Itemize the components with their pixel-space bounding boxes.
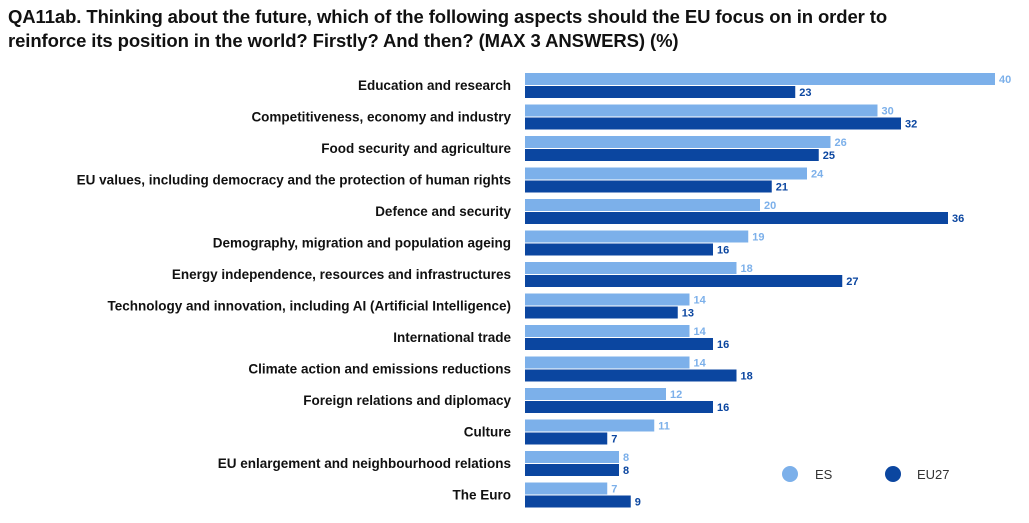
- bar-eu27: [525, 180, 772, 193]
- category-label: The Euro: [452, 488, 511, 503]
- bar-es: [525, 325, 690, 337]
- category-label: Technology and innovation, including AI …: [107, 299, 511, 314]
- category-label: Energy independence, resources and infra…: [172, 267, 511, 282]
- bar-eu27: [525, 338, 713, 350]
- category-label: EU values, including democracy and the p…: [77, 173, 511, 188]
- bar-es: [525, 136, 831, 148]
- value-label-eu27: 16: [717, 339, 729, 351]
- value-label-es: 14: [694, 358, 707, 370]
- value-label-es: 11: [658, 421, 670, 433]
- bar-es: [525, 356, 690, 369]
- value-label-eu27: 32: [905, 119, 917, 131]
- bar-eu27: [525, 369, 737, 382]
- category-label: EU enlargement and neighbourhood relatio…: [218, 456, 511, 471]
- value-label-es: 20: [764, 200, 776, 212]
- value-label-eu27: 16: [717, 402, 729, 414]
- bar-es: [525, 167, 807, 180]
- value-label-es: 14: [694, 295, 707, 307]
- chart-title: QA11ab. Thinking about the future, which…: [8, 5, 1018, 53]
- value-label-es: 8: [623, 452, 629, 464]
- bar-eu27: [525, 464, 619, 476]
- value-label-es: 12: [670, 389, 682, 401]
- bar-eu27: [525, 117, 901, 130]
- value-label-eu27: 7: [611, 434, 617, 446]
- bar-eu27: [525, 243, 713, 256]
- bar-es: [525, 419, 655, 432]
- value-label-es: 26: [835, 137, 847, 149]
- value-label-eu27: 23: [799, 87, 811, 99]
- value-label-eu27: 13: [682, 308, 694, 320]
- category-label: Defence and security: [375, 204, 511, 219]
- category-label: Education and research: [358, 78, 511, 93]
- value-label-es: 14: [694, 326, 707, 338]
- bar-eu27: [525, 212, 948, 224]
- chart-title-line-2: reinforce its position in the world? Fir…: [8, 30, 679, 51]
- bar-eu27: [525, 275, 843, 287]
- bar-es: [525, 230, 749, 243]
- value-label-eu27: 27: [846, 276, 858, 288]
- bar-es: [525, 293, 690, 306]
- legend-marker-eu27: [885, 466, 901, 482]
- legend-label-eu27: EU27: [917, 467, 950, 482]
- value-label-es: 7: [611, 484, 617, 496]
- value-label-eu27: 21: [776, 182, 788, 194]
- value-label-eu27: 16: [717, 245, 729, 257]
- value-label-es: 30: [882, 106, 894, 118]
- legend-marker-es: [782, 466, 798, 482]
- value-label-eu27: 9: [635, 497, 641, 509]
- value-label-es: 24: [811, 169, 824, 181]
- value-label-eu27: 8: [623, 465, 629, 477]
- bar-eu27: [525, 86, 796, 98]
- value-label-es: 19: [752, 232, 764, 244]
- chart-title-line-1: QA11ab. Thinking about the future, which…: [8, 6, 888, 27]
- category-label: Demography, migration and population age…: [213, 236, 511, 251]
- bar-eu27: [525, 432, 608, 445]
- bar-es: [525, 73, 995, 85]
- value-label-es: 40: [999, 74, 1011, 86]
- bar-eu27: [525, 306, 678, 319]
- bar-eu27: [525, 495, 631, 508]
- bar-es: [525, 199, 760, 211]
- category-label: Competitiveness, economy and industry: [251, 110, 511, 125]
- bar-eu27: [525, 149, 819, 161]
- bar-es: [525, 482, 608, 495]
- legend-label-es: ES: [815, 467, 833, 482]
- value-label-es: 18: [741, 263, 753, 275]
- bar-eu27: [525, 401, 713, 413]
- category-label: Culture: [464, 425, 512, 440]
- value-label-eu27: 18: [741, 371, 753, 383]
- bar-es: [525, 262, 737, 274]
- bar-es: [525, 451, 619, 463]
- bar-es: [525, 104, 878, 117]
- category-label: International trade: [393, 330, 511, 345]
- category-label: Food security and agriculture: [321, 141, 511, 156]
- category-label: Climate action and emissions reductions: [248, 362, 511, 377]
- category-label: Foreign relations and diplomacy: [303, 393, 511, 408]
- value-label-eu27: 25: [823, 150, 835, 162]
- value-label-eu27: 36: [952, 213, 964, 225]
- bar-es: [525, 388, 666, 400]
